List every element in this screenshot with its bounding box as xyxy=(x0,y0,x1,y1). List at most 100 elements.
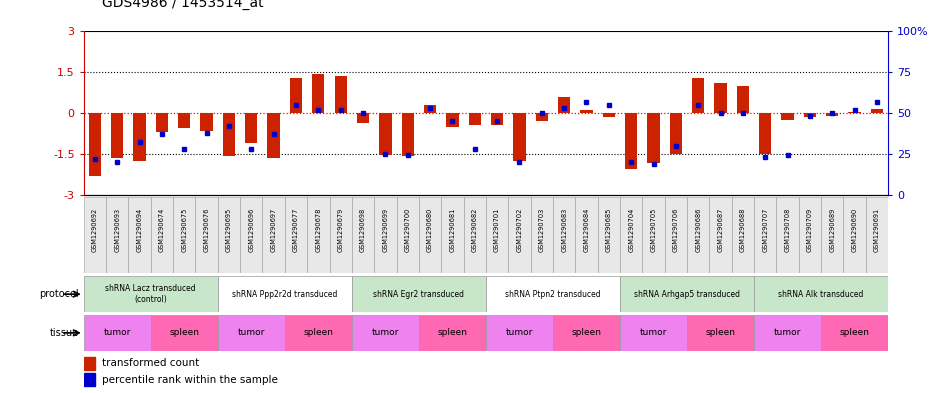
Text: GSM1290696: GSM1290696 xyxy=(248,208,254,252)
Text: GSM1290689: GSM1290689 xyxy=(830,208,835,252)
Bar xyxy=(620,315,687,351)
Bar xyxy=(754,315,821,351)
Text: GSM1290701: GSM1290701 xyxy=(494,208,500,252)
Bar xyxy=(374,196,396,273)
Text: GSM1290692: GSM1290692 xyxy=(92,208,98,252)
Text: tumor: tumor xyxy=(372,329,399,337)
Text: tumor: tumor xyxy=(506,329,533,337)
Bar xyxy=(513,113,525,161)
Bar xyxy=(531,196,553,273)
Bar xyxy=(441,196,463,273)
Text: GSM1290702: GSM1290702 xyxy=(516,208,523,252)
Text: percentile rank within the sample: percentile rank within the sample xyxy=(102,375,278,385)
Bar xyxy=(290,78,302,113)
Text: spleen: spleen xyxy=(303,329,333,337)
Bar xyxy=(133,113,146,161)
Text: GSM1290699: GSM1290699 xyxy=(382,208,389,252)
Bar xyxy=(687,315,754,351)
Text: spleen: spleen xyxy=(840,329,870,337)
Bar xyxy=(240,196,262,273)
Bar xyxy=(598,196,620,273)
Text: GSM1290677: GSM1290677 xyxy=(293,208,299,252)
Text: GSM1290687: GSM1290687 xyxy=(718,208,724,252)
Bar xyxy=(485,196,509,273)
Bar xyxy=(485,315,553,351)
Bar xyxy=(692,78,704,113)
Bar xyxy=(352,196,374,273)
Bar xyxy=(88,113,101,176)
Text: GSM1290691: GSM1290691 xyxy=(874,208,880,252)
Bar xyxy=(737,86,749,113)
Text: GSM1290684: GSM1290684 xyxy=(583,208,590,252)
Bar xyxy=(262,196,285,273)
Text: GSM1290688: GSM1290688 xyxy=(740,208,746,252)
Text: GSM1290707: GSM1290707 xyxy=(763,208,768,252)
Bar xyxy=(418,315,485,351)
Bar xyxy=(352,276,485,312)
Text: spleen: spleen xyxy=(706,329,736,337)
Text: transformed count: transformed count xyxy=(102,358,200,369)
Bar xyxy=(821,196,844,273)
Bar xyxy=(246,113,258,143)
Text: shRNA Arhgap5 transduced: shRNA Arhgap5 transduced xyxy=(634,290,740,299)
Bar xyxy=(307,196,329,273)
Bar xyxy=(553,315,620,351)
Bar xyxy=(402,113,414,156)
Bar xyxy=(777,196,799,273)
Bar xyxy=(151,315,218,351)
Text: GSM1290690: GSM1290690 xyxy=(852,208,857,252)
Text: GDS4986 / 1453514_at: GDS4986 / 1453514_at xyxy=(102,0,264,10)
Bar xyxy=(84,315,151,351)
Bar xyxy=(418,196,441,273)
Bar xyxy=(446,113,458,127)
Bar xyxy=(84,276,218,312)
Text: GSM1290678: GSM1290678 xyxy=(315,208,322,252)
Text: GSM1290681: GSM1290681 xyxy=(449,208,456,252)
Text: GSM1290694: GSM1290694 xyxy=(137,208,142,252)
Bar xyxy=(665,196,687,273)
Text: tumor: tumor xyxy=(237,329,265,337)
Bar xyxy=(491,113,503,125)
Bar xyxy=(223,113,235,156)
Bar xyxy=(643,196,665,273)
Text: GSM1290698: GSM1290698 xyxy=(360,208,366,252)
Bar xyxy=(754,276,888,312)
Bar xyxy=(312,73,325,113)
Bar xyxy=(580,110,592,113)
Bar xyxy=(195,196,218,273)
Bar xyxy=(173,196,195,273)
Bar xyxy=(870,109,883,113)
Bar xyxy=(687,196,710,273)
Text: GSM1290686: GSM1290686 xyxy=(696,208,701,252)
Bar xyxy=(625,113,637,169)
Bar xyxy=(218,276,352,312)
Text: GSM1290705: GSM1290705 xyxy=(650,208,657,252)
Bar xyxy=(335,76,347,113)
Text: tumor: tumor xyxy=(640,329,667,337)
Bar xyxy=(155,113,168,132)
Text: spleen: spleen xyxy=(571,329,602,337)
Bar xyxy=(620,196,643,273)
Bar xyxy=(357,113,369,123)
Text: GSM1290695: GSM1290695 xyxy=(226,208,232,252)
Text: shRNA Lacz transduced
(control): shRNA Lacz transduced (control) xyxy=(105,284,196,304)
Bar xyxy=(799,196,821,273)
Bar xyxy=(329,196,352,273)
Bar xyxy=(509,196,531,273)
Text: GSM1290700: GSM1290700 xyxy=(405,208,411,252)
Bar xyxy=(218,315,285,351)
Text: GSM1290680: GSM1290680 xyxy=(427,208,433,252)
Text: spleen: spleen xyxy=(169,329,199,337)
Bar xyxy=(469,113,481,125)
Bar xyxy=(111,113,124,158)
Text: GSM1290683: GSM1290683 xyxy=(561,208,567,252)
Bar xyxy=(268,113,280,158)
Text: GSM1290676: GSM1290676 xyxy=(204,208,209,252)
Bar xyxy=(463,196,485,273)
Bar xyxy=(804,113,817,117)
Text: GSM1290709: GSM1290709 xyxy=(807,208,813,252)
Text: tissue: tissue xyxy=(50,328,79,338)
Bar xyxy=(732,196,754,273)
Bar xyxy=(754,196,777,273)
Bar xyxy=(603,113,615,117)
